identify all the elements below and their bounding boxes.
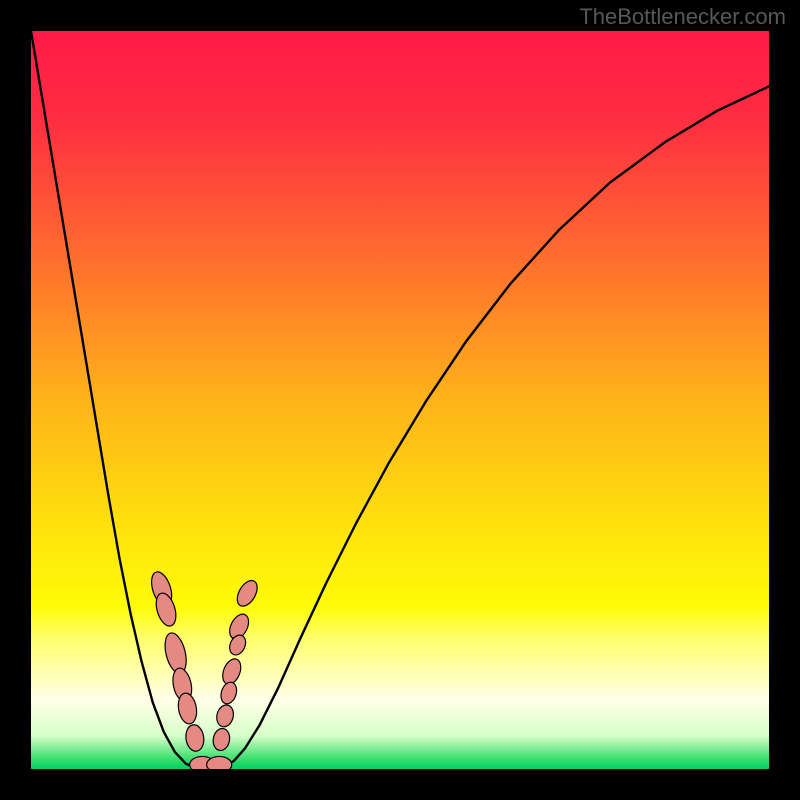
curve-marker (218, 680, 239, 706)
curve-layer (31, 31, 769, 769)
curve-marker (227, 633, 249, 658)
bottleneck-curve (31, 31, 769, 769)
curve-marker (161, 631, 190, 676)
curve-marker (211, 727, 231, 752)
curve-marker (215, 703, 236, 728)
plot-area (31, 31, 769, 769)
curve-marker (184, 724, 205, 753)
curve-marker (233, 577, 261, 609)
curve-marker (207, 756, 232, 769)
chart-frame: TheBottlenecker.com (0, 0, 800, 800)
watermark-text: TheBottlenecker.com (579, 4, 786, 30)
